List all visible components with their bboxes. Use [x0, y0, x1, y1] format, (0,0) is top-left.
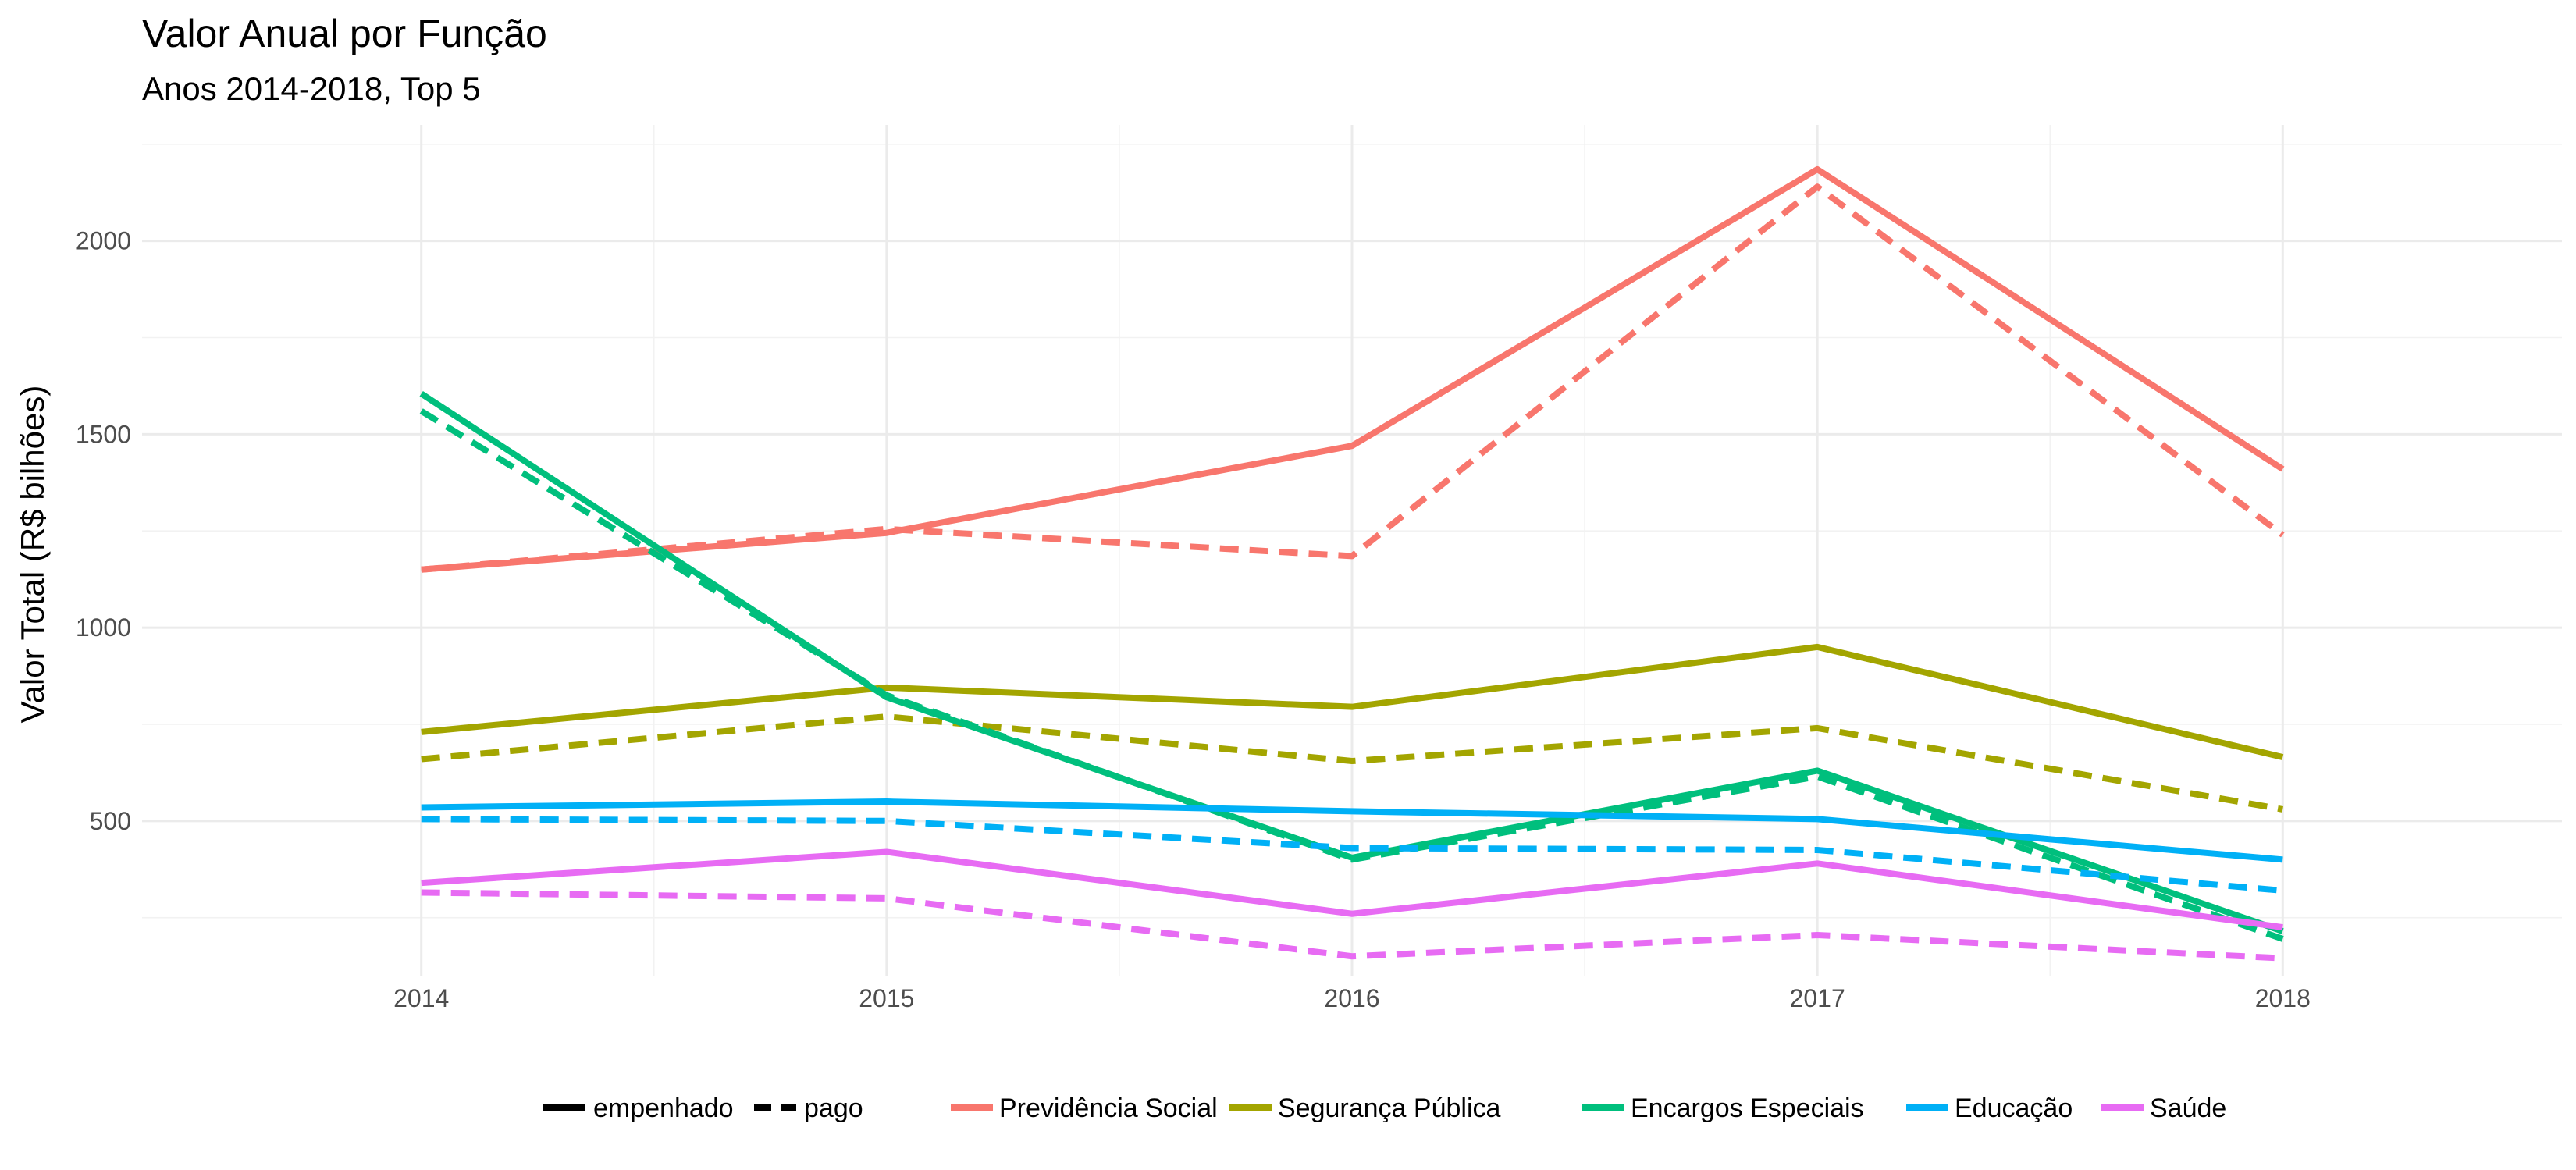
legend-label: pago [804, 1094, 863, 1123]
series-line-pago [421, 183, 2285, 573]
series-line-pago [421, 889, 2283, 962]
legend-label: Previdência Social [999, 1094, 1218, 1123]
series-line-empenhado [421, 643, 2284, 760]
series-line-empenhado [421, 798, 2283, 863]
plot-grid [142, 125, 2562, 976]
y-tick-label: 1500 [76, 420, 131, 448]
x-tick-label: 2016 [1324, 984, 1379, 1012]
y-tick-label: 500 [90, 807, 131, 835]
y-axis-title: Valor Total (R$ bilhões) [14, 386, 51, 724]
series-line-empenhado [421, 848, 2283, 931]
legend: empenhado pago Previdência Social Segurança… [543, 1094, 2226, 1123]
legend-label: Encargos Especiais [1631, 1094, 1864, 1123]
plot-lines [419, 165, 2285, 962]
series-line-pago [421, 816, 2283, 894]
chart-title: Valor Anual por Função [142, 12, 547, 55]
x-axis-ticks: 2014 2015 2016 2017 2018 [393, 984, 2311, 1012]
y-tick-label: 1000 [76, 613, 131, 642]
series-line-pago [421, 713, 2283, 813]
legend-label: empenhado [593, 1094, 734, 1123]
y-axis-ticks: 500 1000 1500 2000 [76, 227, 131, 835]
chart-subtitle: Anos 2014-2018, Top 5 [142, 70, 481, 107]
x-tick-label: 2014 [393, 984, 449, 1012]
legend-label: Saúde [2150, 1094, 2226, 1123]
legend-label: Segurança Pública [1278, 1094, 1501, 1123]
y-tick-label: 2000 [76, 227, 131, 255]
x-tick-label: 2015 [859, 984, 914, 1012]
x-tick-label: 2018 [2255, 984, 2311, 1012]
legend-label: Educação [1955, 1094, 2073, 1123]
x-tick-label: 2017 [1790, 984, 1845, 1012]
